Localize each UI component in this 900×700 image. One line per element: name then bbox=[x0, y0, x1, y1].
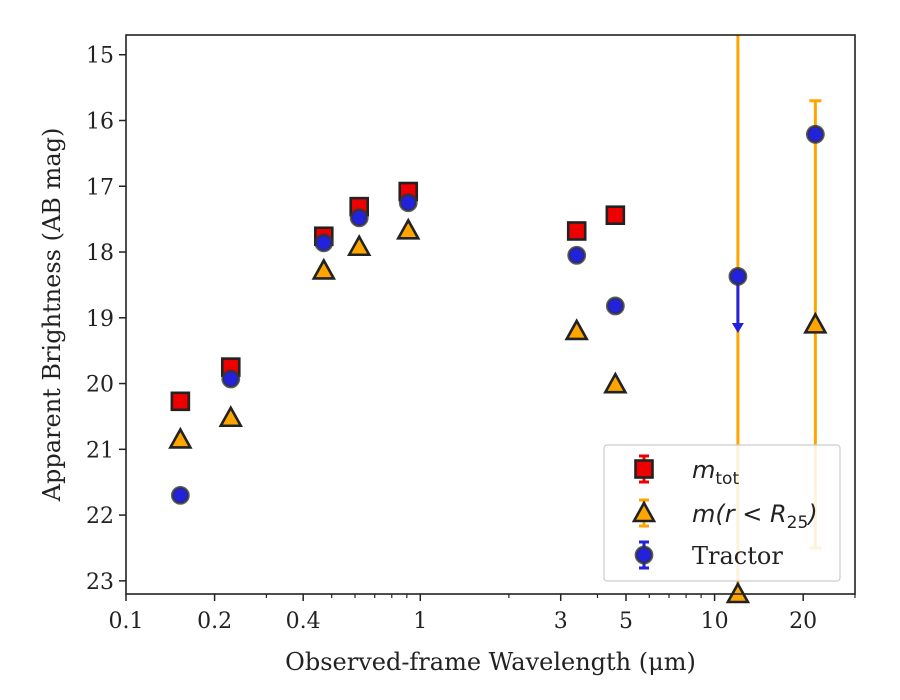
legend-triangle-marker bbox=[631, 500, 657, 523]
y-tick-label: 17 bbox=[86, 175, 114, 200]
legend-square-marker bbox=[634, 459, 654, 479]
x-tick-label: 0.1 bbox=[109, 609, 144, 634]
legend-label-sub: tot bbox=[715, 469, 739, 489]
triangle-marker bbox=[168, 426, 193, 449]
triangle-marker bbox=[603, 371, 628, 394]
legend-box bbox=[603, 444, 841, 582]
plot-frame bbox=[125, 34, 856, 595]
circle-marker bbox=[349, 208, 369, 228]
triangle-marker bbox=[311, 257, 337, 280]
y-tick-label: 23 bbox=[86, 570, 114, 595]
triangle-marker bbox=[346, 234, 372, 257]
triangle-marker bbox=[396, 217, 421, 240]
triangle-marker bbox=[725, 581, 751, 604]
legend-label-main: m(r < R bbox=[692, 500, 787, 528]
square-marker bbox=[170, 391, 191, 412]
x-axis-title: Observed-frame Wavelength (μm) bbox=[285, 648, 696, 676]
triangle-marker bbox=[803, 311, 828, 334]
legend-label: m(r < R25) bbox=[692, 500, 818, 533]
x-tick-label: 3 bbox=[554, 609, 568, 634]
circle-marker bbox=[314, 233, 334, 253]
x-tick-label: 0.4 bbox=[286, 609, 321, 634]
legend-circle-marker bbox=[634, 545, 654, 565]
square-marker bbox=[566, 221, 587, 241]
circle-marker bbox=[170, 485, 190, 505]
y-tick-label: 20 bbox=[86, 373, 114, 398]
y-tick-label: 16 bbox=[86, 109, 114, 134]
x-tick-label: 10 bbox=[701, 609, 729, 634]
x-tick-label: 0.2 bbox=[197, 609, 232, 634]
y-tick-label: 22 bbox=[86, 504, 114, 529]
x-tick-label: 20 bbox=[789, 609, 817, 634]
x-tick-label: 1 bbox=[413, 609, 427, 634]
legend: mtot m(r < R25) Tractor bbox=[603, 444, 841, 582]
circle-marker bbox=[221, 369, 241, 389]
legend-label-main: m bbox=[692, 456, 715, 484]
legend-label: mtot bbox=[692, 456, 739, 489]
legend-label-sub: 25 bbox=[787, 513, 809, 533]
x-axis: 0.1 0.2 0.4 1 3 5 10 20 bbox=[109, 594, 856, 634]
circle-marker bbox=[567, 245, 587, 265]
circle-marker bbox=[605, 296, 625, 316]
triangle-marker bbox=[218, 405, 243, 428]
y-axis-title: Apparent Brightness (AB mag) bbox=[38, 128, 66, 503]
y-axis: 15 16 17 18 19 20 21 22 23 bbox=[86, 44, 126, 595]
legend-label-end: ) bbox=[806, 500, 817, 528]
square-marker bbox=[605, 205, 626, 225]
x-tick-label: 5 bbox=[619, 609, 633, 634]
y-tick-label: 21 bbox=[86, 438, 114, 463]
y-tick-label: 15 bbox=[86, 44, 114, 69]
triangle-marker bbox=[564, 318, 589, 341]
marker-layer bbox=[168, 124, 828, 604]
legend-label: Tractor bbox=[692, 542, 783, 570]
y-tick-label: 19 bbox=[86, 307, 114, 332]
circle-marker bbox=[728, 266, 748, 286]
y-tick-label: 18 bbox=[86, 241, 114, 266]
circle-marker bbox=[805, 124, 825, 144]
circle-marker bbox=[398, 193, 418, 213]
upper-limit-arrow bbox=[731, 322, 744, 333]
